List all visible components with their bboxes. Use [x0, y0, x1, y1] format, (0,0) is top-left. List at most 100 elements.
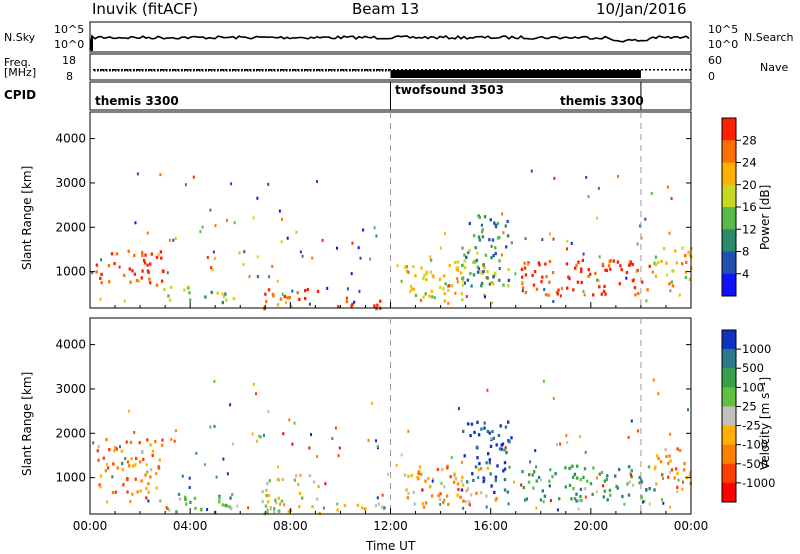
heatmap-cell — [256, 275, 259, 279]
heatmap-cell — [580, 498, 583, 503]
heatmap-cell — [504, 224, 507, 228]
heatmap-cell — [105, 438, 108, 442]
heatmap-cell — [277, 496, 280, 500]
heatmap-cell — [141, 450, 144, 454]
heatmap-cell — [623, 502, 626, 506]
date-title: 10/Jan/2016 — [596, 0, 687, 18]
freq-point — [185, 69, 187, 71]
heatmap-cell — [671, 284, 675, 288]
freq-point — [513, 69, 515, 71]
heatmap-cell — [633, 286, 637, 290]
nave-point — [166, 69, 168, 72]
nave-point — [343, 69, 345, 72]
heatmap-cell — [476, 265, 480, 269]
heatmap-cell — [131, 464, 135, 468]
heatmap-cell — [552, 237, 555, 241]
heatmap-cell — [566, 286, 569, 290]
heatmap-cell — [150, 252, 153, 256]
heatmap-cell — [115, 447, 118, 451]
heatmap-cell — [502, 283, 505, 287]
heatmap-cell — [256, 255, 259, 259]
nave-point — [199, 69, 201, 72]
ytick-label: 1000 — [55, 471, 86, 485]
heatmap-cell — [625, 276, 628, 280]
heatmap-cell — [279, 502, 282, 506]
heatmap-cell — [214, 224, 217, 228]
heatmap-cell — [641, 500, 644, 504]
heatmap-cell — [209, 425, 212, 429]
heatmap-cell — [687, 250, 690, 254]
heatmap-cell — [596, 278, 599, 282]
heatmap-cell — [443, 292, 446, 296]
heatmap-cell — [481, 228, 484, 232]
cpid-segment-2: twofsound 3503 — [395, 83, 504, 97]
nave-point — [295, 69, 297, 72]
heatmap-cell — [369, 257, 372, 261]
heatmap-cell — [596, 216, 599, 220]
heatmap-cell — [681, 246, 684, 250]
nave-point — [229, 69, 231, 72]
nave-point — [235, 69, 237, 72]
heatmap-cell — [480, 491, 483, 495]
nave-point — [112, 69, 114, 72]
freq-point — [569, 69, 571, 71]
heatmap-cell — [121, 468, 125, 472]
heatmap-cell — [295, 474, 298, 478]
heatmap-cell — [268, 275, 271, 279]
heatmap-cell — [486, 270, 489, 274]
nave-point — [136, 69, 138, 72]
heatmap-cell — [573, 472, 577, 476]
heatmap-cell — [98, 483, 101, 487]
heatmap-cell — [507, 420, 510, 424]
heatmap-cell — [310, 433, 312, 437]
power-colorbar-swatch — [722, 251, 736, 275]
heatmap-cell — [491, 238, 495, 242]
heatmap-cell — [170, 438, 173, 441]
heatmap-cell — [494, 478, 497, 483]
freq-point — [433, 69, 435, 71]
heatmap-cell — [297, 482, 300, 487]
heatmap-cell — [336, 508, 339, 512]
freq-point — [365, 69, 367, 71]
heatmap-cell — [194, 506, 197, 510]
heatmap-cell — [226, 504, 229, 508]
heatmap-cell — [688, 253, 692, 257]
heatmap-cell — [609, 493, 612, 497]
heatmap-cell — [218, 494, 221, 498]
heatmap-cell — [617, 174, 619, 178]
nave-point — [223, 69, 225, 72]
heatmap-cell — [296, 291, 299, 295]
heatmap-cell — [407, 429, 410, 433]
freq-point — [461, 69, 463, 71]
heatmap-cell — [505, 451, 508, 455]
heatmap-cell — [485, 494, 488, 498]
heatmap-cell — [425, 277, 428, 282]
freq-point — [585, 69, 587, 71]
heatmap-cell — [429, 258, 433, 262]
heatmap-cell — [275, 501, 278, 505]
nave-point — [370, 69, 372, 72]
heatmap-cell — [682, 468, 686, 472]
heatmap-cell — [114, 446, 117, 450]
heatmap-cell — [681, 262, 684, 266]
heatmap-cell — [529, 460, 532, 464]
heatmap-cell — [683, 254, 686, 258]
freq-point — [541, 69, 543, 71]
heatmap-cell — [350, 304, 353, 308]
nave-point — [373, 69, 375, 72]
nave-tick-low: 0 — [708, 70, 715, 83]
velocity-colorbar-swatch — [722, 387, 736, 407]
heatmap-cell — [537, 475, 541, 480]
velocity-colorbar-swatch — [722, 368, 736, 388]
heatmap-cell — [308, 302, 311, 306]
nave-point — [187, 69, 189, 72]
heatmap-cell — [637, 429, 639, 433]
heatmap-cell — [129, 440, 133, 444]
nave-point — [160, 69, 162, 72]
freq-point — [565, 69, 567, 71]
heatmap-cell — [548, 479, 551, 483]
heatmap-cell — [456, 277, 459, 281]
heatmap-cell — [424, 292, 427, 296]
freq-point — [489, 69, 491, 71]
power-colorbar-swatch — [722, 229, 736, 252]
